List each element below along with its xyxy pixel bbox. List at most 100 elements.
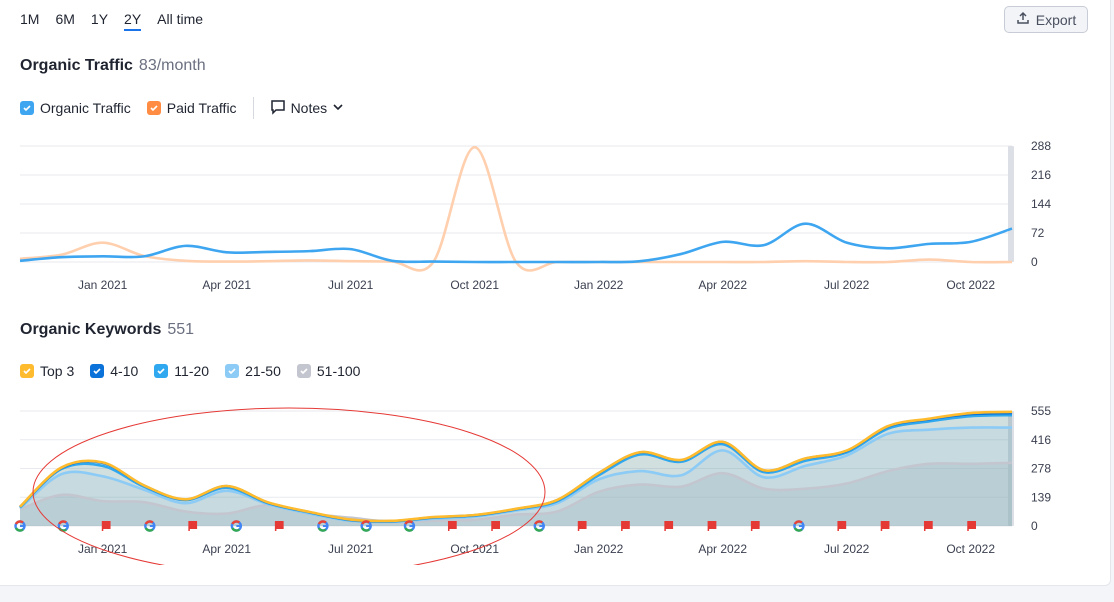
flag-icon xyxy=(621,521,630,531)
organic-keywords-legend: Top 3 4-10 11-20 21-50 51-100 xyxy=(20,363,376,379)
flag-icon xyxy=(707,521,717,531)
series-area-21-50 xyxy=(20,427,1012,526)
flag-body xyxy=(102,521,111,529)
domain-overview-card: 1M 6M 1Y 2Y All time Export Organic Traf… xyxy=(0,0,1111,586)
google-update-icon xyxy=(533,520,545,532)
x-tick-label: Jul 2021 xyxy=(328,542,374,556)
organic-keywords-title: Organic Keywords 551 xyxy=(20,321,194,339)
series-area-11-20 xyxy=(20,415,1012,526)
checkbox-icon xyxy=(20,364,34,378)
legend-21-50[interactable]: 21-50 xyxy=(225,363,281,379)
comment-icon xyxy=(270,99,286,118)
x-tick-label: Jan 2022 xyxy=(574,278,624,292)
google-g-red xyxy=(793,520,803,525)
google-g-red xyxy=(144,520,154,525)
legend-label: Paid Traffic xyxy=(166,100,237,116)
period-1m[interactable]: 1M xyxy=(20,11,40,27)
organic-traffic-value: 83/month xyxy=(138,57,206,74)
highlight-ellipse xyxy=(32,407,546,565)
y-tick-label: 144 xyxy=(1031,197,1051,211)
checkbox-icon xyxy=(20,101,34,115)
flag-icon xyxy=(967,521,976,531)
google-g-green xyxy=(317,527,327,532)
google-update-icon xyxy=(14,520,26,532)
flag-body xyxy=(751,521,760,529)
google-g-red xyxy=(404,520,414,525)
legend-top-3[interactable]: Top 3 xyxy=(20,363,74,379)
google-g-green xyxy=(14,527,24,532)
legend-11-20[interactable]: 11-20 xyxy=(154,363,209,379)
google-update-icon xyxy=(360,520,372,532)
google-update-icon xyxy=(57,520,69,532)
organic-traffic-chart[interactable]: 288 216 144 72 0 Jan 2021 Apr 2021 Jul 2021 Oct … xyxy=(0,130,1110,300)
google-g-red xyxy=(14,520,24,525)
flag-body xyxy=(621,521,630,529)
y-tick-label: 278 xyxy=(1031,462,1051,476)
flag-icon xyxy=(447,521,457,531)
google-update-icon xyxy=(230,520,243,532)
notes-dropdown[interactable]: Notes xyxy=(270,99,345,118)
range-handle xyxy=(1008,146,1014,262)
flag-body xyxy=(708,521,717,529)
flag-icon xyxy=(664,521,674,531)
flag-body xyxy=(189,521,198,529)
period-1y[interactable]: 1Y xyxy=(90,11,109,27)
google-g-green xyxy=(144,527,154,532)
flag-icon xyxy=(880,521,890,531)
x-tick-label: Oct 2021 xyxy=(450,542,499,556)
organic-traffic-legend: Organic Traffic Paid Traffic Notes xyxy=(20,97,344,119)
organic-keywords-value: 551 xyxy=(167,321,195,338)
y-tick-label: 139 xyxy=(1031,490,1051,504)
checkbox-icon xyxy=(90,364,105,378)
legend-paid-traffic[interactable]: Paid Traffic xyxy=(146,100,237,116)
x-tick-label: Jan 2021 xyxy=(78,278,128,292)
legend-label: Top 3 xyxy=(40,363,75,379)
x-tick-label: Apr 2021 xyxy=(202,542,251,556)
y-tick-label: 0 xyxy=(1031,255,1038,269)
flag-icon xyxy=(837,521,847,531)
x-tick-label: Jan 2022 xyxy=(574,542,624,556)
legend-label: 4-10 xyxy=(110,363,139,379)
organic-traffic-title: Organic Traffic 83/month xyxy=(20,57,206,75)
legend-label: 11-20 xyxy=(174,363,210,379)
legend-organic-traffic[interactable]: Organic Traffic xyxy=(20,100,131,116)
flag-body xyxy=(275,521,284,529)
x-tick-label: Apr 2021 xyxy=(202,278,251,292)
google-g-red xyxy=(317,520,327,525)
legend-divider xyxy=(252,97,254,119)
period-2y[interactable]: 2Y xyxy=(124,11,142,31)
google-update-icon xyxy=(403,520,416,532)
legend-4-10[interactable]: 4-10 xyxy=(90,363,138,379)
period-6m[interactable]: 6M xyxy=(55,11,75,27)
export-label: Export xyxy=(1035,11,1077,28)
y-tick-label: 0 xyxy=(1031,519,1038,533)
range-handle xyxy=(1008,411,1014,526)
google-update-icon xyxy=(793,520,805,532)
flag-body xyxy=(838,521,847,529)
checkbox-icon xyxy=(154,364,169,378)
flag-icon xyxy=(274,521,284,531)
organic-keywords-chart[interactable]: 555 416 278 139 0 Jan 2021 Apr 2021 Jul 2021 Oct… xyxy=(0,395,1110,565)
series-line-organic-traffic xyxy=(19,222,1013,264)
checkbox-icon xyxy=(296,364,311,378)
x-tick-label: Oct 2022 xyxy=(946,542,995,556)
flag-body xyxy=(448,521,457,529)
x-tick-label: Jan 2021 xyxy=(78,542,128,556)
flag-body xyxy=(924,521,933,529)
google-update-icon xyxy=(144,520,156,532)
export-button[interactable]: Export xyxy=(1004,6,1088,33)
google-g-green xyxy=(361,527,370,532)
series-area-51-100 xyxy=(20,462,1012,526)
x-tick-label: Apr 2022 xyxy=(698,278,747,292)
y-tick-label: 216 xyxy=(1031,168,1051,182)
period-all-time[interactable]: All time xyxy=(157,11,204,27)
flag-body xyxy=(578,521,587,529)
flag-icon xyxy=(750,521,760,531)
legend-51-100[interactable]: 51-100 xyxy=(296,363,360,379)
google-g-red xyxy=(58,520,68,525)
x-tick-label: Jul 2022 xyxy=(824,278,870,292)
upload-icon xyxy=(1016,11,1030,28)
legend-label: Organic Traffic xyxy=(40,100,131,116)
series-area-4-10 xyxy=(20,413,1012,526)
google-g-green xyxy=(58,527,68,532)
